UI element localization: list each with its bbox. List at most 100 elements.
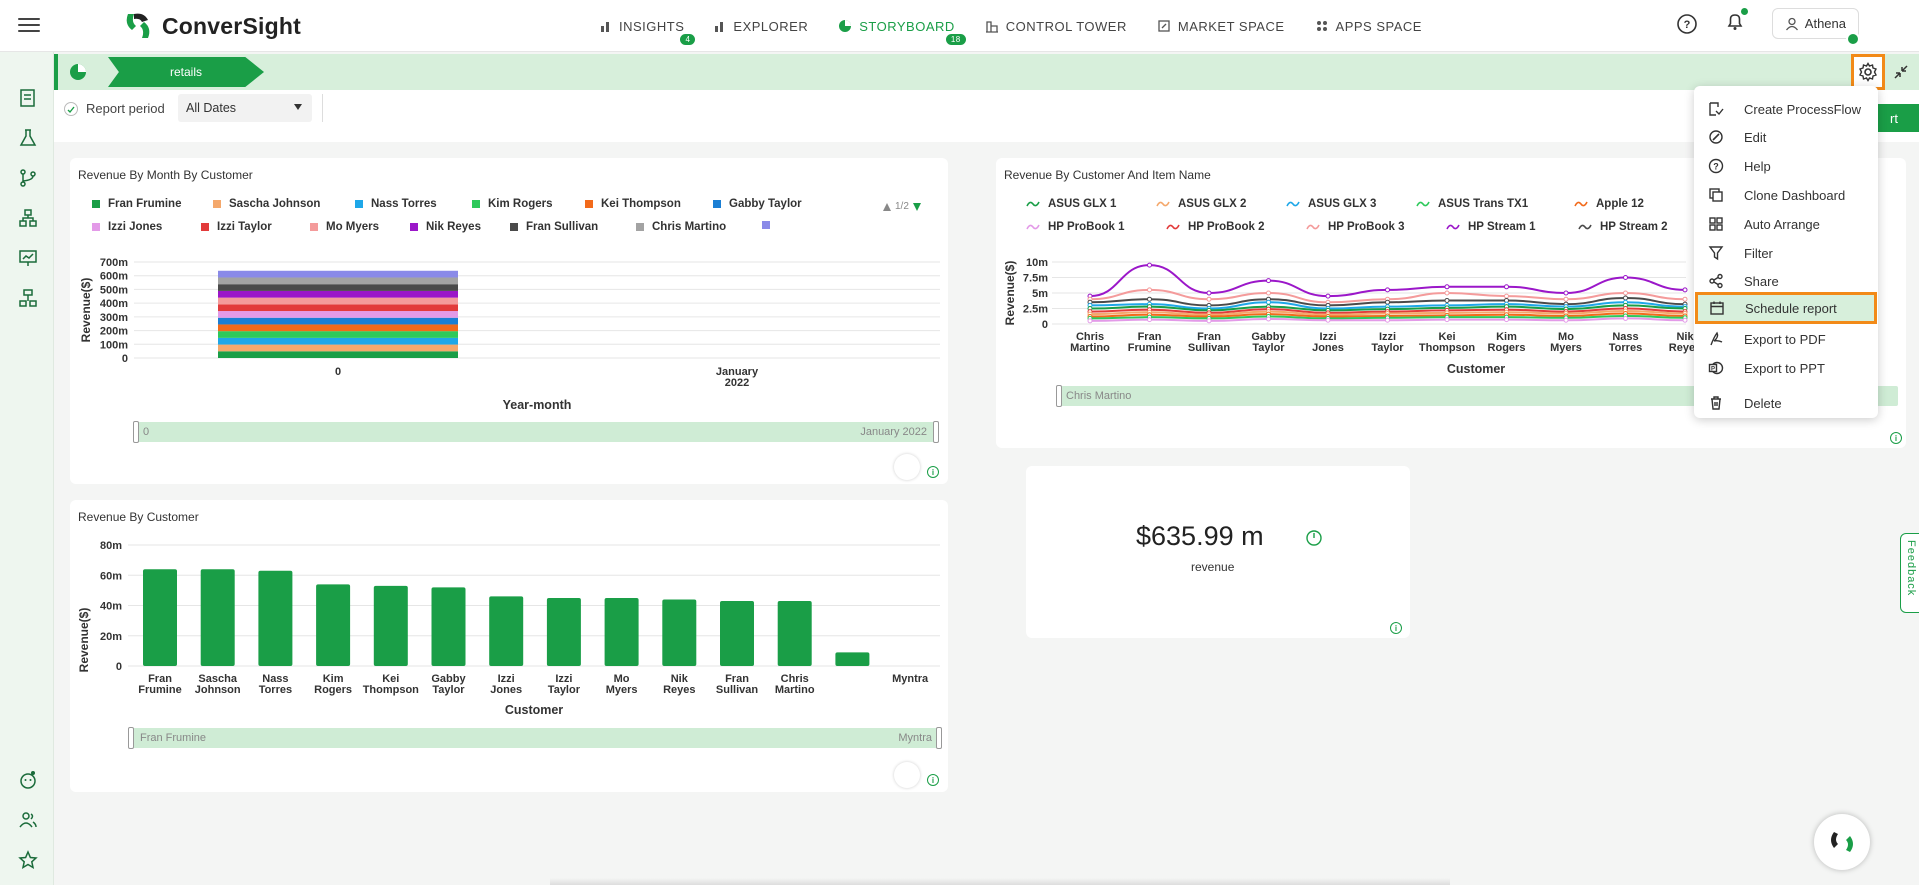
x-tick-label: Chris: [1076, 331, 1104, 343]
menu-item-auto-arrange[interactable]: Auto Arrange: [1694, 209, 1878, 239]
grid-icon: [1315, 19, 1329, 33]
menu-item-clone-dashboard[interactable]: Clone Dashboard: [1694, 180, 1878, 210]
x-tick-label: Martino: [1070, 342, 1110, 354]
floating-bot-button[interactable]: [1814, 814, 1870, 870]
date-range-select[interactable]: All Dates: [178, 94, 312, 122]
legend-marker: [1416, 201, 1430, 207]
user-menu[interactable]: Athena: [1771, 8, 1860, 46]
x-axis-title: Year-month: [503, 398, 572, 412]
legend-item[interactable]: Izzi Jones: [92, 221, 162, 233]
legend-item[interactable]: [762, 221, 778, 229]
slider-handle-left[interactable]: [133, 421, 139, 443]
flask-icon[interactable]: [18, 128, 38, 148]
slider-handle-right[interactable]: [936, 727, 942, 749]
menu-item-filter[interactable]: Filter: [1694, 238, 1878, 268]
menu-item-schedule-report[interactable]: Schedule report: [1695, 292, 1877, 324]
settings-button[interactable]: [1851, 54, 1885, 90]
legend-item[interactable]: Fran Frumine: [92, 198, 181, 210]
legend-item[interactable]: HP Stream 2: [1578, 221, 1668, 233]
menu-item-delete[interactable]: Delete: [1694, 388, 1878, 418]
nav-apps-space[interactable]: APPS SPACE: [1315, 19, 1422, 34]
legend-marker: [92, 223, 100, 231]
nav-control-tower[interactable]: CONTROL TOWER: [985, 19, 1127, 34]
x-tick-label: January: [716, 366, 759, 378]
report-period-checkbox[interactable]: [64, 102, 78, 116]
branch-icon[interactable]: [18, 168, 38, 188]
range-slider[interactable]: 0 January 2022: [133, 421, 939, 443]
legend-item[interactable]: Kim Rogers: [472, 198, 553, 210]
menu-item-edit[interactable]: Edit: [1694, 122, 1878, 152]
clone-icon: [1709, 188, 1723, 202]
bar-chart-icon: [714, 20, 726, 32]
users-icon[interactable]: [18, 810, 38, 830]
info-icon[interactable]: i: [1890, 432, 1902, 444]
x-tick-label: Martino: [775, 684, 815, 696]
range-slider[interactable]: Chris Martino: [1056, 385, 1898, 407]
slider-handle-right[interactable]: [933, 421, 939, 443]
help-icon[interactable]: ?: [1676, 13, 1698, 35]
refresh-icon[interactable]: [1304, 528, 1324, 548]
nav-insights[interactable]: INSIGHTS 4: [600, 19, 697, 46]
legend-item[interactable]: Fran Sullivan: [510, 221, 598, 233]
report-icon[interactable]: [18, 88, 38, 108]
left-sidebar: [0, 52, 54, 885]
info-icon[interactable]: i: [927, 466, 939, 478]
legend-item[interactable]: Gabby Taylor: [713, 198, 802, 210]
legend-item[interactable]: HP ProBook 1: [1026, 221, 1124, 233]
info-icon[interactable]: i: [1390, 622, 1402, 634]
legend-item[interactable]: Nik Reyes: [410, 221, 481, 233]
legend-item[interactable]: ASUS GLX 2: [1156, 198, 1246, 210]
legend-item[interactable]: Nass Torres: [355, 198, 437, 210]
data-point: [1682, 287, 1688, 293]
legend-item[interactable]: HP Stream 1: [1446, 221, 1536, 233]
menu-item-export-to-pdf[interactable]: Export to PDF: [1694, 324, 1878, 354]
legend-item[interactable]: Sascha Johnson: [213, 198, 320, 210]
legend-item[interactable]: Kei Thompson: [585, 198, 681, 210]
x-tick-label: Kei: [382, 673, 399, 685]
menu-item-export-to-ppt[interactable]: P Export to PPT: [1694, 353, 1878, 383]
legend-item[interactable]: Izzi Taylor: [201, 221, 272, 233]
legend-item[interactable]: Apple 12: [1574, 198, 1644, 210]
ask-bot-icon[interactable]: [894, 762, 920, 788]
y-tick-label: 5m: [1032, 288, 1048, 300]
feedback-tab[interactable]: Feedback: [1900, 533, 1919, 613]
app-logo[interactable]: ConverSight: [122, 10, 301, 42]
ask-bot-icon[interactable]: [894, 454, 920, 480]
org-chart-icon[interactable]: [18, 288, 38, 308]
y-tick-label: 100m: [100, 339, 128, 351]
bar: [489, 596, 524, 666]
menu-item-label: Help: [1744, 158, 1771, 174]
star-icon[interactable]: [18, 850, 38, 870]
hamburger-menu-icon[interactable]: [18, 14, 40, 36]
slider-handle-left[interactable]: [128, 727, 134, 749]
menu-item-create-processflow[interactable]: Create ProcessFlow: [1694, 94, 1878, 124]
info-icon[interactable]: i: [927, 774, 939, 786]
legend-item[interactable]: HP ProBook 3: [1306, 221, 1404, 233]
collapse-icon[interactable]: [1893, 64, 1909, 80]
menu-item-share[interactable]: Share: [1694, 266, 1878, 296]
calendar-icon: [1710, 301, 1724, 315]
legend-item[interactable]: Mo Myers: [310, 221, 379, 233]
storyboard-icon[interactable]: [68, 62, 88, 82]
nav-storyboard[interactable]: STORYBOARD 18: [838, 19, 967, 46]
nav-market-space[interactable]: MARKET SPACE: [1157, 19, 1285, 34]
legend-item[interactable]: ASUS GLX 3: [1286, 198, 1376, 210]
legend-item[interactable]: ASUS GLX 1: [1026, 198, 1116, 210]
legend-label: ASUS GLX 2: [1178, 198, 1247, 210]
legend-item[interactable]: HP ProBook 2: [1166, 221, 1264, 233]
notifications[interactable]: [1724, 8, 1748, 37]
hierarchy-icon[interactable]: [18, 208, 38, 228]
range-slider[interactable]: Fran Frumine Myntra: [128, 727, 942, 749]
slider-handle-left[interactable]: [1056, 385, 1062, 407]
menu-item-help[interactable]: ? Help: [1694, 151, 1878, 181]
story-tab-retails[interactable]: retails: [108, 57, 264, 87]
legend-pager[interactable]: 1/2: [882, 201, 922, 212]
kpi-value: $635.99 m: [1136, 521, 1264, 551]
tower-icon: [985, 19, 999, 33]
legend-item[interactable]: ASUS Trans TX1: [1416, 198, 1528, 210]
nav-explorer[interactable]: EXPLORER: [714, 19, 808, 34]
presentation-icon[interactable]: [18, 248, 38, 268]
bot-icon[interactable]: [18, 770, 38, 790]
x-tick-label: 0: [335, 366, 341, 378]
legend-item[interactable]: Chris Martino: [636, 221, 726, 233]
